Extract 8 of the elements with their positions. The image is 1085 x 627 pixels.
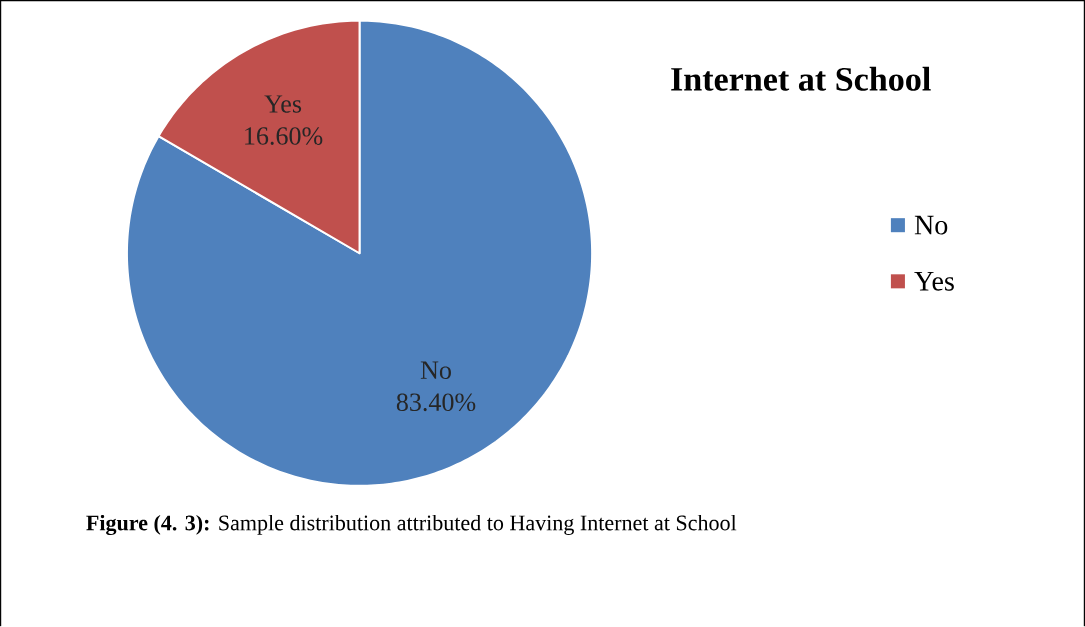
slice-label: No xyxy=(420,361,451,380)
legend-label: No xyxy=(914,215,948,235)
text: Internet at School xyxy=(671,66,931,91)
data-label: 83.40% xyxy=(396,393,476,412)
legend-label: Yes xyxy=(914,272,954,291)
slice-label: Yes xyxy=(264,95,302,113)
data-label: 16.60% xyxy=(245,127,323,145)
text: Figure (4. 3): Sample distribution attributed to Having Internet at School xyxy=(86,514,737,536)
